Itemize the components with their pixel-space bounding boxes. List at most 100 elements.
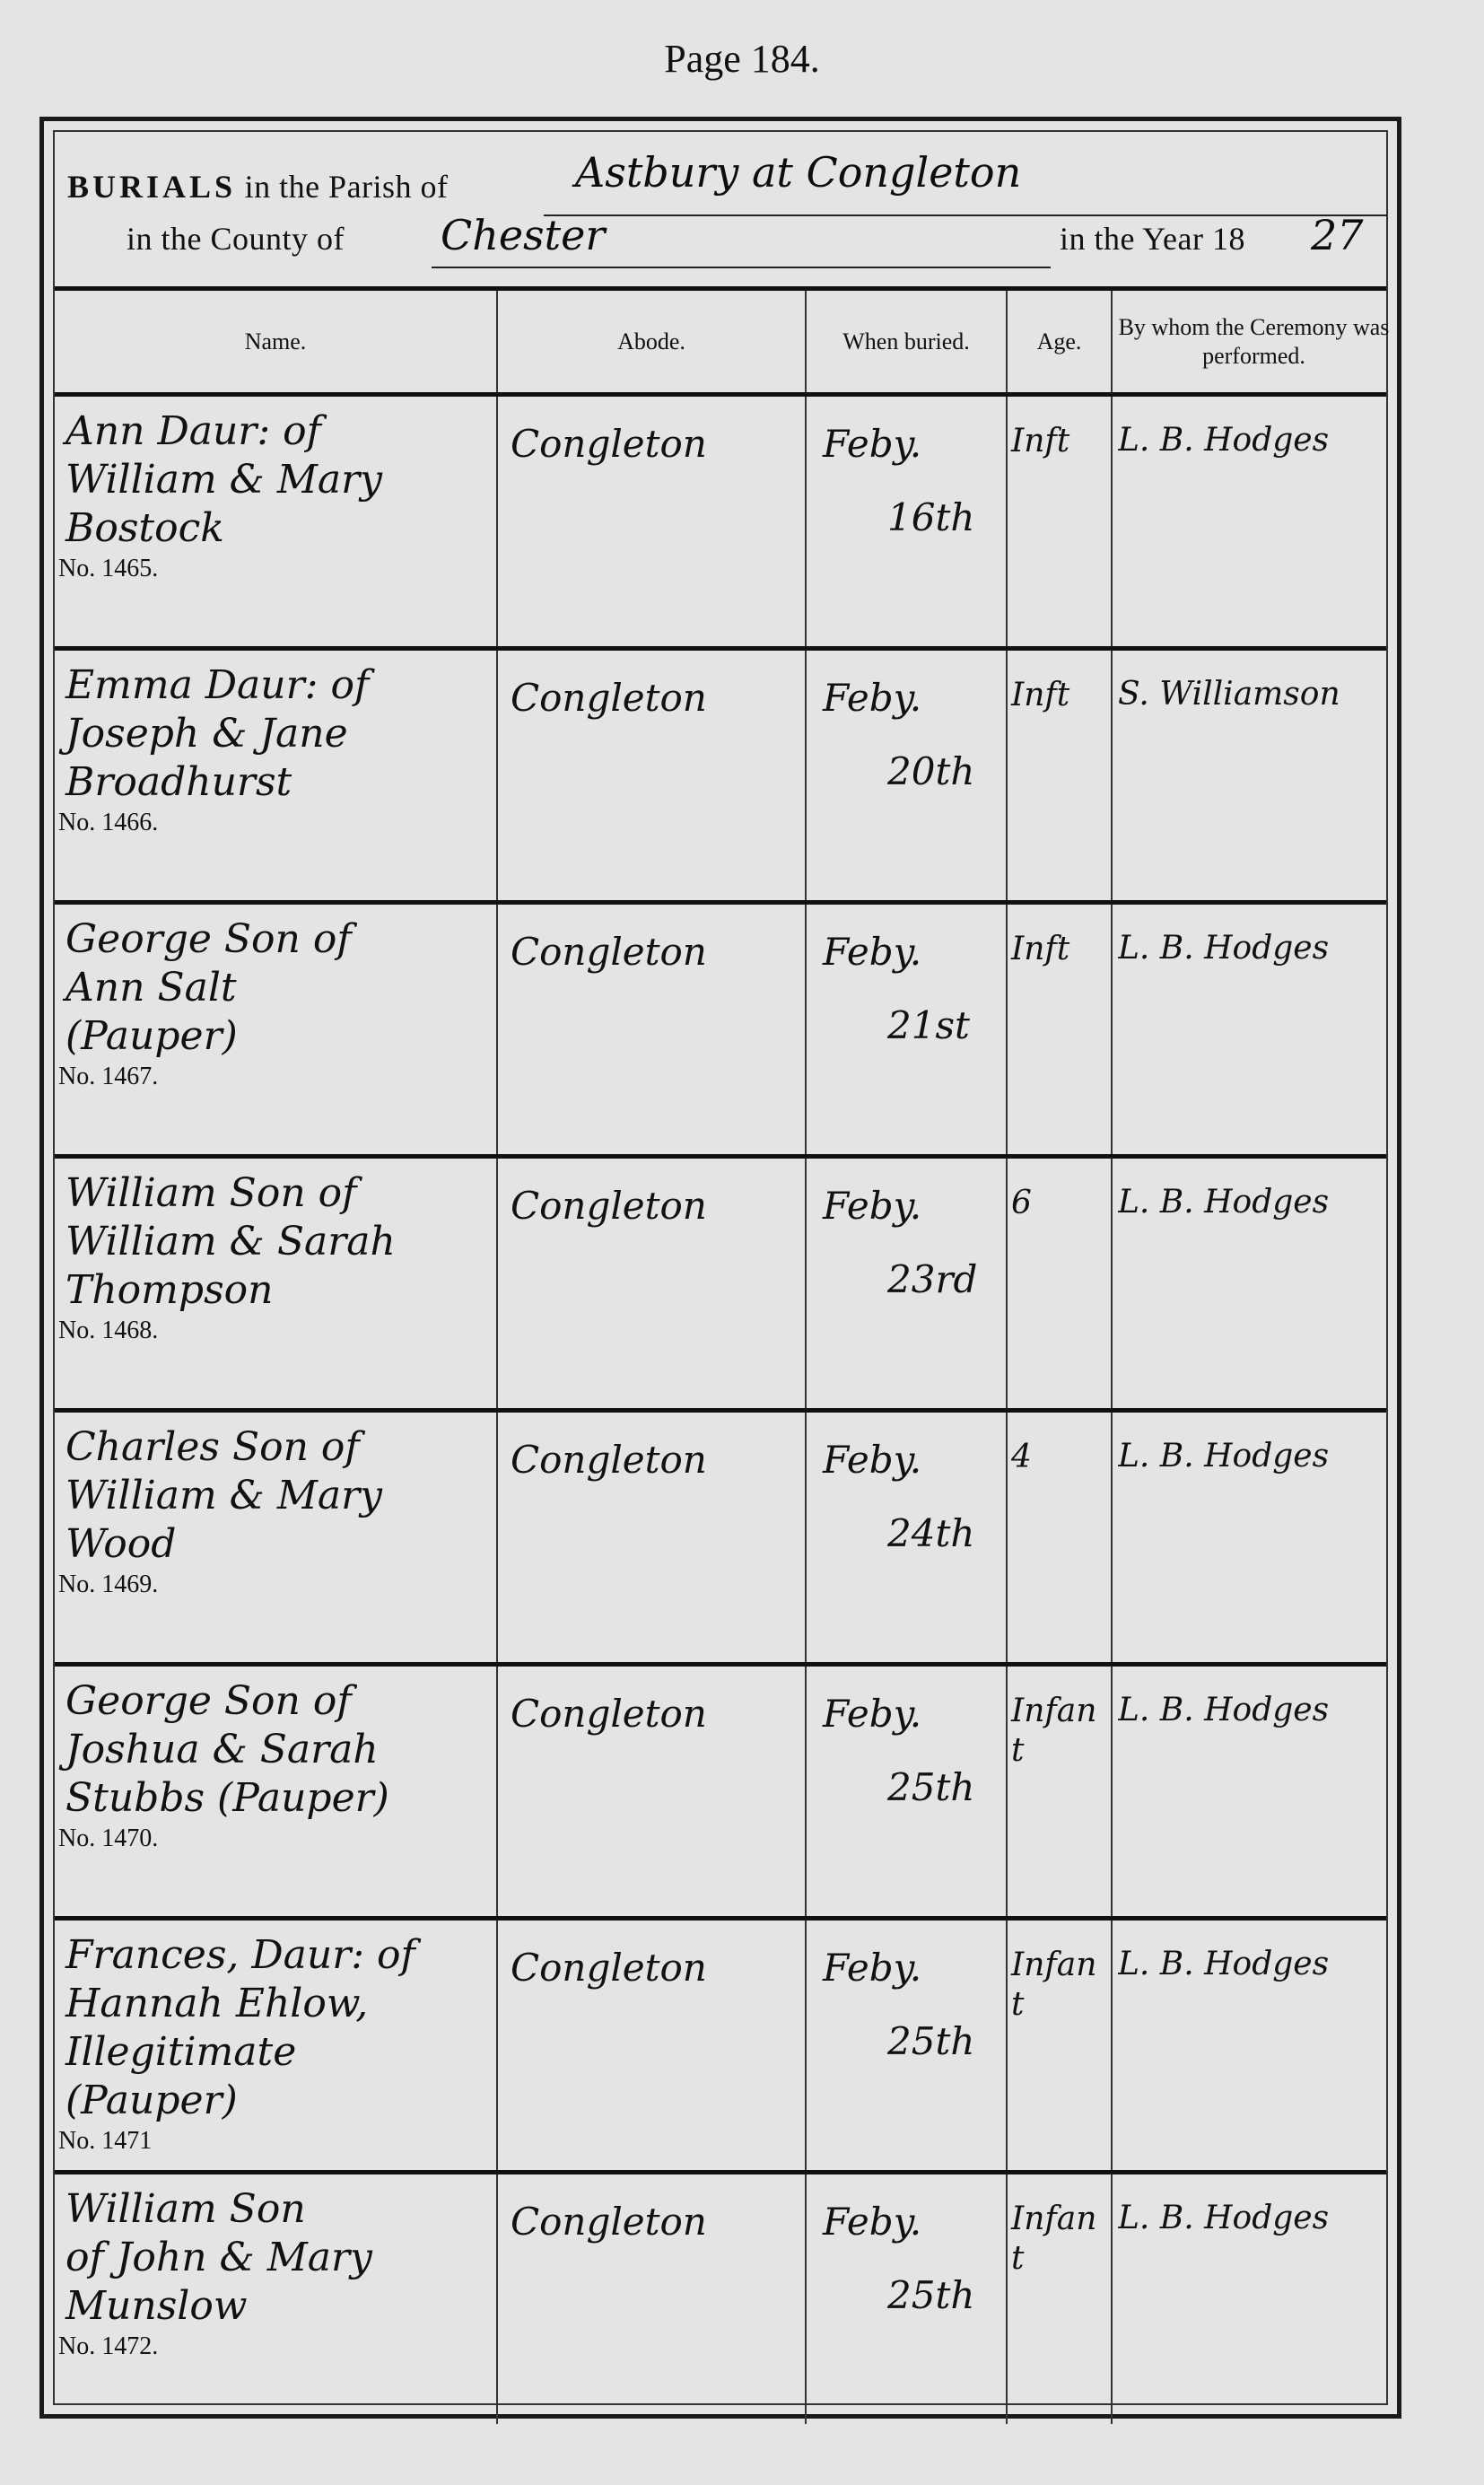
age-cell: Inft bbox=[1008, 397, 1113, 646]
when-buried-cell: Feby. 25th bbox=[807, 1921, 1008, 2170]
column-header-age: Age. bbox=[1008, 291, 1113, 392]
entry-name-block: William Son of William & Sarah Thompson N… bbox=[58, 1169, 487, 1345]
age-cell: 6 bbox=[1008, 1159, 1113, 1408]
year-value: 27 bbox=[1311, 211, 1364, 259]
parish-label: in the Parish of bbox=[244, 169, 449, 205]
officiant-cell: S. Williamson bbox=[1113, 651, 1395, 900]
entry-name-block: William Son of John & Mary Munslow No. 14… bbox=[58, 2185, 487, 2361]
entry-row: Ann Daur: of William & Mary Bostock No. 1… bbox=[55, 397, 1386, 651]
entry-abode: Congleton bbox=[511, 1438, 707, 1482]
entry-number: No. 1472. bbox=[58, 2332, 159, 2360]
when-buried-cell: Feby. 23rd bbox=[807, 1159, 1008, 1408]
page-title: Page 184. bbox=[664, 37, 820, 81]
entry-name: Emma Daur: of Joseph & Jane Broadhurst bbox=[65, 662, 370, 805]
name-cell: William Son of John & Mary Munslow No. 14… bbox=[55, 2174, 498, 2424]
name-cell: George Son of Ann Salt (Pauper) No. 1467. bbox=[55, 905, 498, 1154]
column-header-name: Name. bbox=[55, 291, 498, 392]
entry-officiant: L. B. Hodges bbox=[1118, 1946, 1330, 1982]
age-cell: Infant bbox=[1008, 2174, 1113, 2424]
county-underline bbox=[432, 267, 1051, 268]
when-buried-cell: Feby. 25th bbox=[807, 1667, 1008, 1916]
column-header-abode: Abode. bbox=[498, 291, 807, 392]
entry-burial-month: Feby. bbox=[823, 422, 922, 466]
name-cell: Charles Son of William & Mary Wood No. 14… bbox=[55, 1413, 498, 1662]
name-cell: Emma Daur: of Joseph & Jane Broadhurst No… bbox=[55, 651, 498, 900]
entry-age: Inft bbox=[1011, 423, 1070, 459]
entry-row: George Son of Joshua & Sarah Stubbs (Pau… bbox=[55, 1667, 1386, 1921]
entry-age: Infant bbox=[1011, 1947, 1097, 2023]
entry-burial-day: 24th bbox=[887, 1511, 975, 1555]
abode-cell: Congleton bbox=[498, 1159, 807, 1408]
entry-burial-month: Feby. bbox=[823, 1438, 922, 1482]
officiant-cell: L. B. Hodges bbox=[1113, 905, 1395, 1154]
entry-officiant: L. B. Hodges bbox=[1118, 422, 1330, 459]
entry-name-block: Ann Daur: of William & Mary Bostock No. 1… bbox=[58, 407, 487, 583]
parish-line: BURIALS in the Parish of bbox=[67, 168, 449, 206]
entry-name-block: Charles Son of William & Mary Wood No. 14… bbox=[58, 1423, 487, 1599]
year-label: in the Year 18 bbox=[1060, 221, 1245, 257]
entry-row: Emma Daur: of Joseph & Jane Broadhurst No… bbox=[55, 651, 1386, 905]
entry-officiant: S. Williamson bbox=[1118, 676, 1340, 713]
entry-age: Infant bbox=[1011, 2201, 1097, 2277]
name-cell: William Son of William & Sarah Thompson N… bbox=[55, 1159, 498, 1408]
name-cell: Ann Daur: of William & Mary Bostock No. 1… bbox=[55, 397, 498, 646]
entry-burial-day: 25th bbox=[887, 2019, 975, 2063]
entry-burial-day: 16th bbox=[887, 495, 975, 539]
when-buried-cell: Feby. 16th bbox=[807, 397, 1008, 646]
entry-name-block: Emma Daur: of Joseph & Jane Broadhurst No… bbox=[58, 661, 487, 837]
entry-burial-day: 25th bbox=[887, 1765, 975, 1809]
officiant-cell: L. B. Hodges bbox=[1113, 1413, 1395, 1662]
entry-age: 4 bbox=[1011, 1439, 1032, 1475]
age-cell: Inft bbox=[1008, 651, 1113, 900]
entry-row: William Son of John & Mary Munslow No. 14… bbox=[55, 2174, 1386, 2424]
entry-abode: Congleton bbox=[511, 1946, 707, 1990]
entry-abode: Congleton bbox=[511, 1184, 707, 1228]
entry-abode: Congleton bbox=[511, 676, 707, 720]
officiant-cell: L. B. Hodges bbox=[1113, 1667, 1395, 1916]
column-header-officiant: By whom the Ceremony was performed. bbox=[1118, 313, 1390, 369]
officiant-cell: L. B. Hodges bbox=[1113, 1921, 1395, 2170]
burials-label: BURIALS bbox=[67, 169, 237, 205]
age-cell: Inft bbox=[1008, 905, 1113, 1154]
when-buried-cell: Feby. 20th bbox=[807, 651, 1008, 900]
column-header-when-buried: When buried. bbox=[807, 291, 1008, 392]
entry-name-block: Frances, Daur: of Hannah Ehlow, Illegiti… bbox=[58, 1931, 487, 2156]
entry-age: Inft bbox=[1011, 931, 1070, 967]
entry-abode: Congleton bbox=[511, 2200, 707, 2244]
entry-name: William Son of John & Mary Munslow bbox=[65, 2186, 372, 2329]
entry-burial-day: 23rd bbox=[887, 1257, 978, 1301]
abode-cell: Congleton bbox=[498, 2174, 807, 2424]
entry-name: Charles Son of William & Mary Wood bbox=[65, 1424, 383, 1567]
entry-row: George Son of Ann Salt (Pauper) No. 1467.… bbox=[55, 905, 1386, 1159]
when-buried-cell: Feby. 25th bbox=[807, 2174, 1008, 2424]
register-table: BURIALS in the Parish of Astbury at Cong… bbox=[53, 130, 1389, 2424]
officiant-cell: L. B. Hodges bbox=[1113, 1159, 1395, 1408]
county-value: Chester bbox=[441, 211, 606, 259]
entry-burial-month: Feby. bbox=[823, 2200, 922, 2244]
entry-number: No. 1466. bbox=[58, 809, 159, 836]
entry-age: 6 bbox=[1011, 1185, 1032, 1221]
abode-cell: Congleton bbox=[498, 1921, 807, 2170]
when-buried-cell: Feby. 24th bbox=[807, 1413, 1008, 1662]
entry-name-block: George Son of Joshua & Sarah Stubbs (Pau… bbox=[58, 1677, 487, 1853]
entry-row: William Son of William & Sarah Thompson N… bbox=[55, 1159, 1386, 1413]
register-header: BURIALS in the Parish of Astbury at Cong… bbox=[55, 132, 1387, 291]
column-headers: Name. Abode. When buried. Age. By whom t… bbox=[55, 291, 1389, 397]
abode-cell: Congleton bbox=[498, 397, 807, 646]
parish-value: Astbury at Congleton bbox=[575, 148, 1022, 197]
entry-number: No. 1471 bbox=[58, 2127, 153, 2155]
entry-burial-month: Feby. bbox=[823, 676, 922, 720]
entry-name: William Son of William & Sarah Thompson bbox=[65, 1170, 396, 1313]
entry-officiant: L. B. Hodges bbox=[1118, 1184, 1330, 1221]
entry-row: Charles Son of William & Mary Wood No. 14… bbox=[55, 1413, 1386, 1667]
entry-abode: Congleton bbox=[511, 930, 707, 974]
entry-burial-day: 25th bbox=[887, 2273, 975, 2317]
name-cell: Frances, Daur: of Hannah Ehlow, Illegiti… bbox=[55, 1921, 498, 2170]
entry-burial-month: Feby. bbox=[823, 1692, 922, 1736]
entry-burial-day: 20th bbox=[887, 749, 975, 793]
entry-abode: Congleton bbox=[511, 422, 707, 466]
age-cell: 4 bbox=[1008, 1413, 1113, 1662]
entry-name: George Son of Joshua & Sarah Stubbs (Pau… bbox=[65, 1678, 389, 1821]
age-cell: Infant bbox=[1008, 1667, 1113, 1916]
entry-name: Frances, Daur: of Hannah Ehlow, Illegiti… bbox=[65, 1932, 415, 2123]
